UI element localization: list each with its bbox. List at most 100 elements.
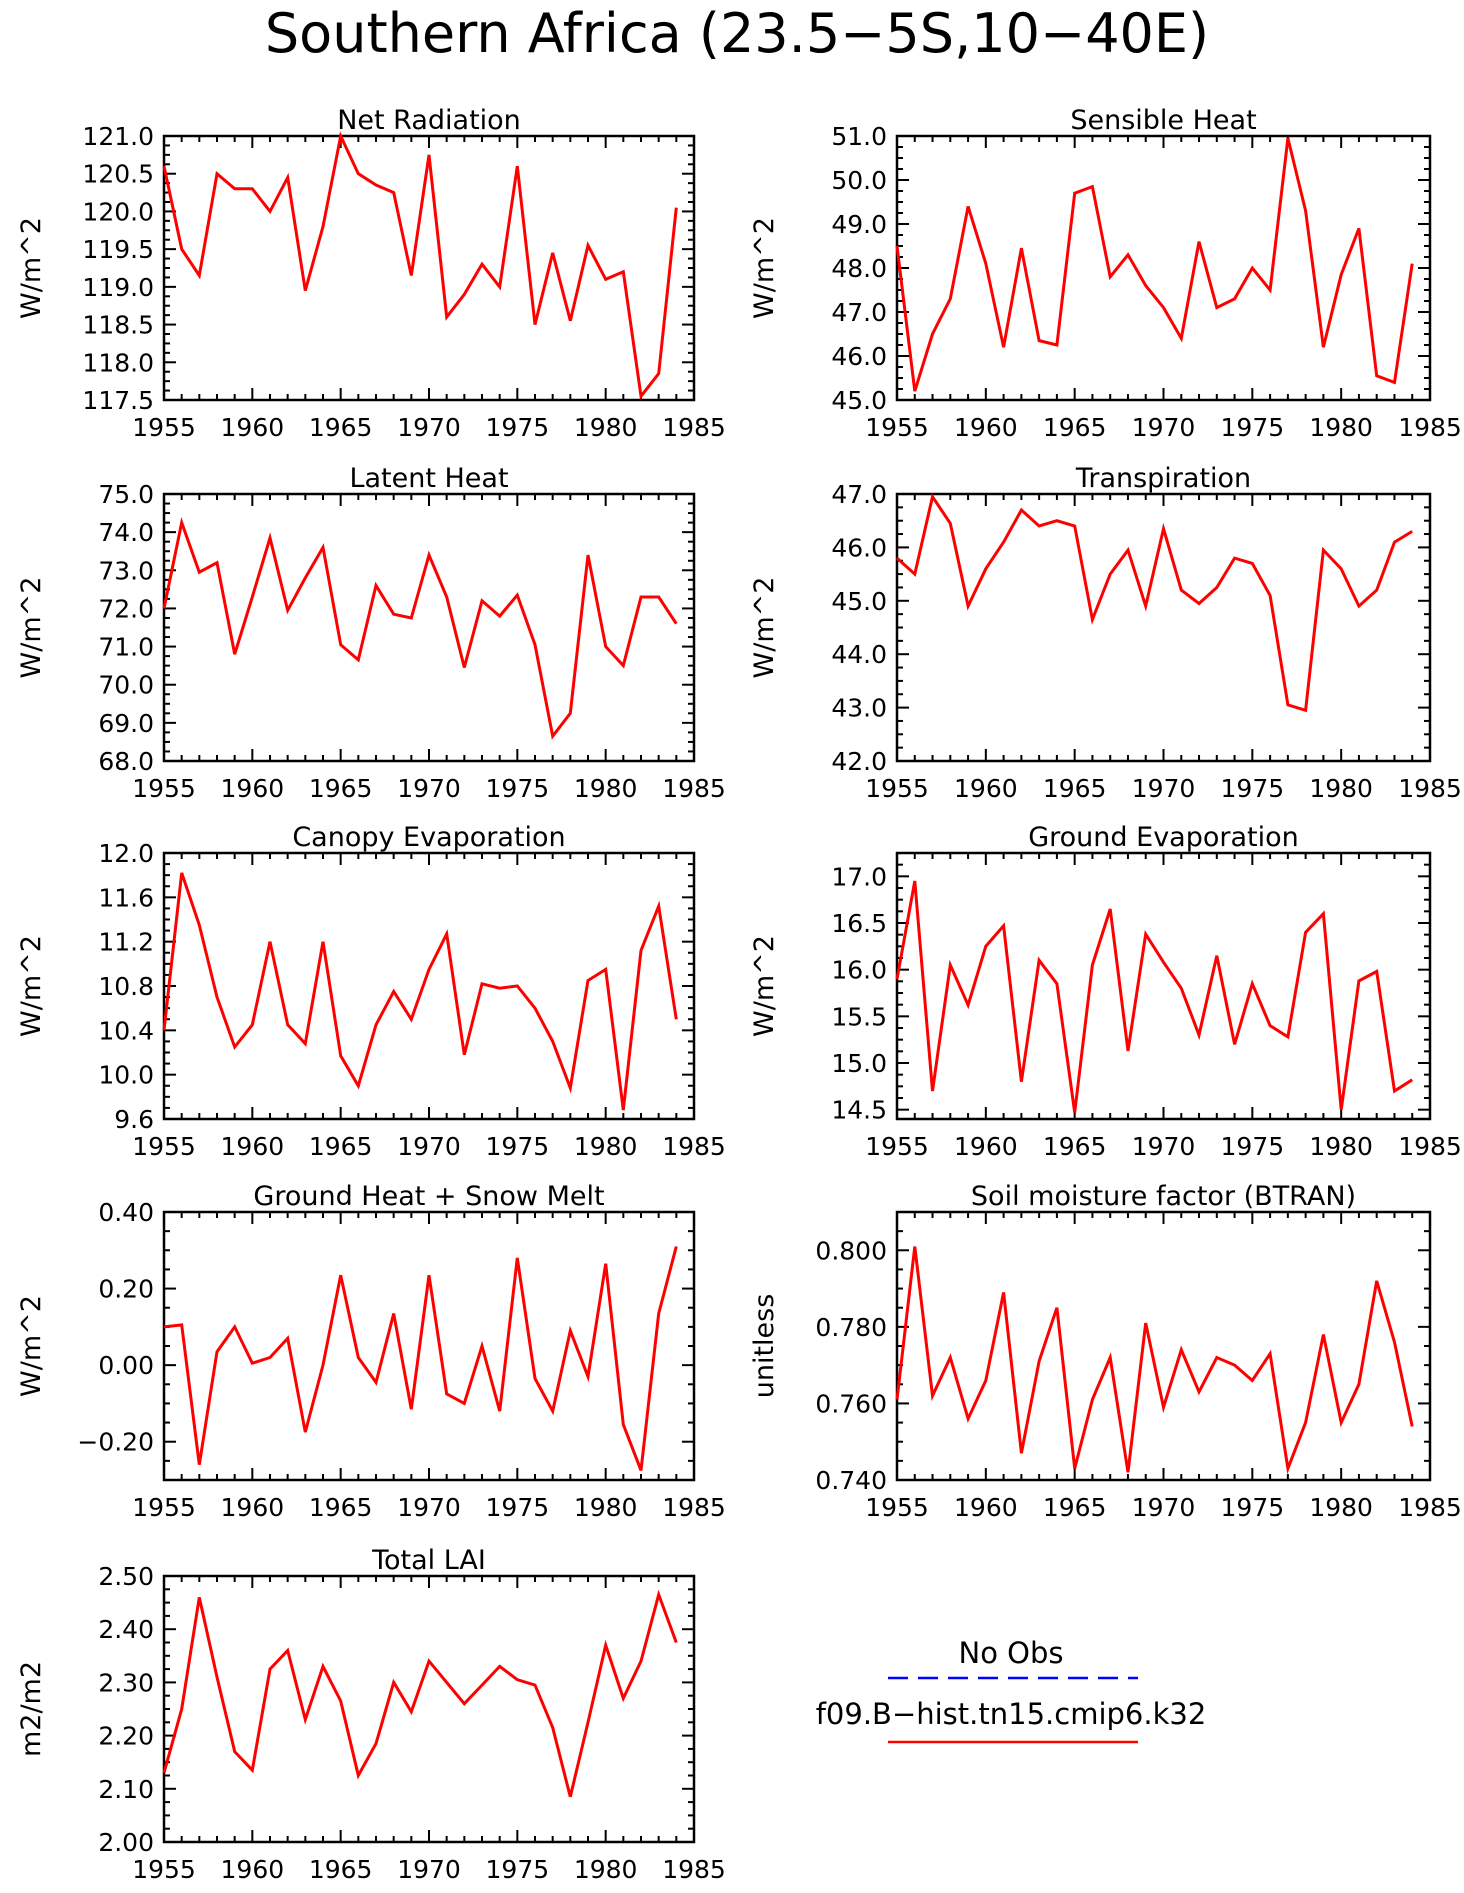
y-axis-label: unitless [749,1294,780,1399]
x-tick-label: 1965 [309,1132,373,1161]
y-tick-label: 69.0 [98,709,154,738]
y-tick-label: 10.4 [98,1016,154,1045]
panel-title: Ground Heat + Snow Melt [253,1181,604,1212]
x-tick-label: 1960 [954,774,1018,803]
x-tick-label: 1975 [486,413,550,442]
chart-panel-9: Total LAI 1955 1960 1965 1970 1975 1980 1985 2.0… [16,1545,726,1884]
y-axis-label: W/m^2 [749,577,780,679]
y-tick-label: 117.5 [82,386,154,415]
y-tick-label: 120.5 [82,160,154,189]
x-tick-label: 1965 [1043,1132,1107,1161]
x-tick-label: 1980 [574,1132,638,1161]
y-tick-label: 73.0 [98,556,154,585]
x-tick-label: 1975 [486,1855,550,1884]
x-tick-label: 1955 [865,1493,929,1522]
series-line [895,1246,1414,1475]
y-tick-label: 0.800 [815,1236,887,1265]
plot-frame [895,851,1432,1121]
y-tick-label: 16.0 [831,956,887,985]
chart-panel-8: Soil moisture factor (BTRAN) 1955 1960 1965… [749,1181,1462,1522]
x-tick-label: 1965 [1043,1493,1107,1522]
series-line [162,1589,678,1798]
chart-panel-4: Transpiration 1955 1960 1965 1970 1975 1980 198… [749,463,1462,803]
x-tick-label: 1965 [309,413,373,442]
y-tick-label: 118.5 [82,311,154,340]
x-tick-label: 1985 [662,1855,726,1884]
x-tick-label: 1975 [486,774,550,803]
y-tick-label: 0.00 [98,1351,154,1380]
x-tick-label: 1955 [132,774,196,803]
y-tick-label: 118.0 [82,348,154,377]
y-tick-label: 68.0 [98,747,154,776]
y-tick-label: 0.40 [98,1198,154,1227]
x-tick-label: 1960 [954,413,1018,442]
x-tick-label: 1960 [221,1855,285,1884]
x-tick-label: 1980 [1309,1132,1373,1161]
x-tick-label: 1965 [309,774,373,803]
y-tick-label: 16.5 [831,909,887,938]
panel-title: Net Radiation [337,105,521,136]
y-tick-label: 72.0 [98,594,154,623]
legend-label-model: f09.B−hist.tn15.cmip6.k32 [816,1697,1207,1731]
x-tick-label: 1960 [221,413,285,442]
panel-title: Transpiration [1075,463,1251,494]
panel-title: Total LAI [371,1545,486,1576]
chart-panel-7: Ground Heat + Snow Melt 1955 1960 1965 1970 1… [16,1181,726,1522]
y-tick-label: 14.5 [831,1096,887,1125]
y-tick-label: 2.40 [98,1615,154,1644]
x-tick-label: 1985 [1398,1132,1462,1161]
y-tick-label: 119.0 [82,273,154,302]
x-tick-label: 1955 [865,1132,929,1161]
y-tick-label: 51.0 [831,122,887,151]
y-tick-label: 2.00 [98,1828,154,1857]
y-tick-label: 49.0 [831,210,887,239]
series-line [895,492,1413,713]
y-tick-label: 2.10 [98,1775,154,1804]
x-tick-label: 1955 [132,1493,196,1522]
y-tick-label: 42.0 [831,747,887,776]
y-tick-label: 2.20 [98,1722,154,1751]
x-tick-label: 1970 [397,413,461,442]
chart-panel-3: Latent Heat 1955 1960 1965 1970 1975 1980 1985 6… [16,463,726,803]
panel-title: Soil moisture factor (BTRAN) [971,1181,1356,1212]
y-axis-label: m2/m2 [16,1661,47,1757]
panel-title: Sensible Heat [1070,105,1256,136]
x-tick-label: 1980 [1309,413,1373,442]
x-tick-label: 1970 [1132,1493,1196,1522]
x-tick-label: 1975 [1221,413,1285,442]
y-tick-label: 44.0 [831,640,887,669]
legend-label-obs: No Obs [959,1636,1064,1670]
panel-title: Canopy Evaporation [292,822,565,853]
x-tick-label: 1985 [662,413,726,442]
x-tick-label: 1965 [309,1855,373,1884]
x-tick-label: 1955 [865,774,929,803]
x-tick-label: 1965 [309,1493,373,1522]
x-tick-label: 1985 [662,1493,726,1522]
series-line [162,131,678,400]
y-tick-label: 15.5 [831,1002,887,1031]
y-axis-label: W/m^2 [16,935,47,1037]
y-tick-label: 0.740 [815,1466,887,1495]
x-tick-label: 1955 [132,1132,196,1161]
y-tick-label: 15.0 [831,1049,887,1078]
x-tick-label: 1960 [221,1493,285,1522]
x-tick-label: 1980 [574,1493,638,1522]
y-tick-label: 9.6 [114,1105,154,1134]
y-tick-label: 120.0 [82,197,154,226]
plot-frame [162,851,696,1121]
series-line [895,880,1414,1113]
plot-frame [895,134,1432,402]
y-tick-label: 74.0 [98,518,154,547]
x-tick-label: 1985 [1398,413,1462,442]
y-tick-label: 119.5 [82,235,154,264]
x-tick-label: 1960 [954,1132,1018,1161]
y-tick-label: 17.0 [831,862,887,891]
y-tick-label: 10.0 [98,1061,154,1090]
y-tick-label: 121.0 [82,122,154,151]
y-tick-label: 75.0 [98,480,154,509]
y-tick-label: 10.8 [98,972,154,1001]
y-tick-label: 70.0 [98,671,154,700]
x-tick-label: 1985 [662,1132,726,1161]
y-tick-label: 11.6 [98,883,154,912]
